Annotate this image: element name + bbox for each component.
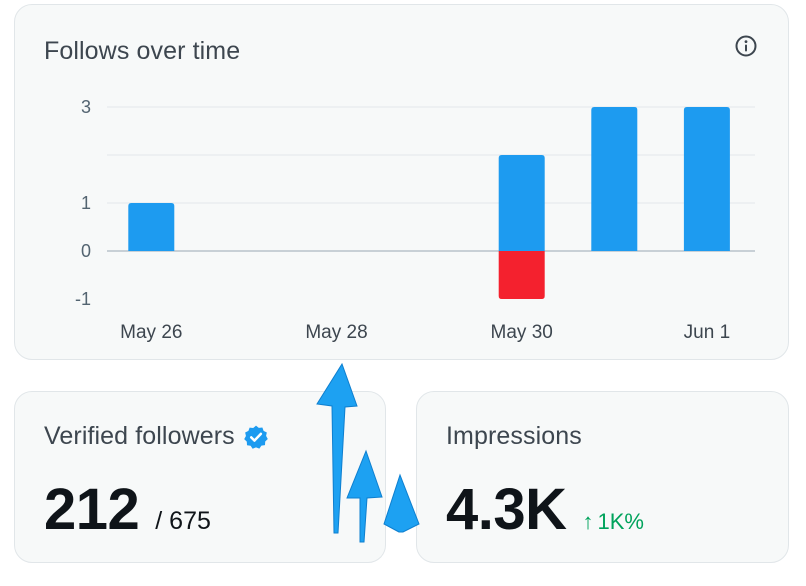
verified-followers-stat: 212 / 675	[44, 476, 211, 543]
follows-bar-chart: 3 1 0 -1 May 26 May 28 May 30 Jun 1	[75, 97, 755, 343]
bar-gain-jun-1[interactable]	[683, 107, 730, 251]
y-tick-label: -1	[75, 289, 91, 309]
verified-badge-icon	[243, 425, 268, 449]
bar-gain-may-30[interactable]	[498, 155, 545, 251]
bar-gain-may-31[interactable]	[591, 107, 638, 251]
follows-over-time-card: Follows over time 3 1 0 -1 May 26 May 28 May …	[14, 4, 789, 360]
impressions-delta-value: 1K%	[597, 509, 644, 534]
bar-loss-may-30[interactable]	[498, 251, 545, 299]
info-icon[interactable]	[734, 34, 758, 58]
impressions-value: 4.3K	[446, 477, 567, 542]
verified-followers-value: 212	[44, 477, 140, 542]
impressions-stat: 4.3K ↑ 1K%	[446, 476, 644, 543]
verified-followers-total: / 675	[155, 507, 211, 535]
verified-followers-title: Verified followers	[44, 422, 269, 451]
x-tick-label: May 26	[120, 322, 182, 343]
y-tick-label: 0	[81, 241, 91, 261]
x-tick-label: Jun 1	[684, 322, 730, 343]
verified-followers-label: Verified followers	[44, 422, 235, 450]
annotation-arrow-small	[383, 473, 420, 533]
impressions-title: Impressions	[446, 422, 582, 450]
verified-followers-card: Verified followers 212 / 675	[14, 391, 386, 563]
arrow-up-icon: ↑	[582, 509, 594, 534]
x-tick-label: May 28	[305, 322, 367, 343]
impressions-card: Impressions 4.3K ↑ 1K%	[416, 391, 789, 563]
y-tick-label: 3	[81, 97, 91, 117]
bar-gain-may-26[interactable]	[128, 203, 175, 251]
y-tick-label: 1	[81, 193, 91, 213]
x-tick-label: May 30	[491, 322, 553, 343]
chart-title: Follows over time	[44, 37, 241, 65]
impressions-delta: ↑ 1K%	[583, 509, 644, 535]
